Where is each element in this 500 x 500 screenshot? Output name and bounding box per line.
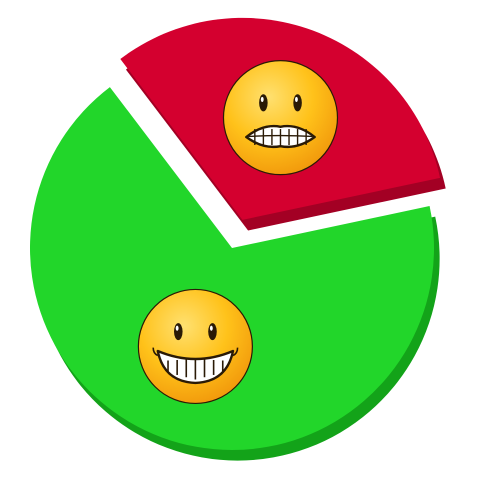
emoji-smile-icon	[137, 288, 253, 405]
emoji-eye	[174, 323, 183, 341]
emoji-eye	[208, 323, 217, 341]
pie-slice-top	[30, 87, 435, 451]
emoji-dimple	[232, 347, 239, 357]
emoji-eye	[293, 94, 302, 112]
emoji-eye-glint	[209, 325, 213, 331]
emoji-eye-glint	[260, 96, 264, 102]
emoji-dimple	[152, 347, 159, 357]
emoji-eye-glint	[295, 96, 298, 102]
emoji-grimace-icon	[222, 60, 339, 176]
emoji-face	[222, 60, 339, 176]
emoji-eye	[259, 94, 268, 112]
emoji-face	[137, 288, 253, 405]
emoji-eye-glint	[175, 325, 179, 331]
pie-slice-1	[30, 87, 440, 461]
